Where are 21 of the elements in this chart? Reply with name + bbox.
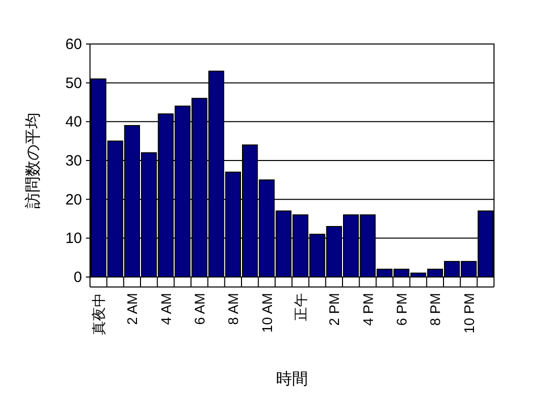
y-tick-label: 60 (65, 36, 82, 53)
y-axis-title: 訪問数の平均 (24, 112, 42, 208)
x-axis-title: 時間 (276, 370, 308, 388)
y-tick-label: 40 (65, 114, 82, 131)
x-tick-label: 真夜中 (90, 293, 106, 335)
y-tick-label: 30 (65, 152, 82, 170)
x-tick-label: 10 AM (258, 293, 275, 333)
x-tick-label: 4 PM (360, 293, 376, 326)
x-tick-label: 2 AM (124, 293, 140, 325)
x-tick-label: 8 AM (225, 293, 242, 325)
y-tick-label: 50 (65, 74, 82, 92)
x-tick-label: 6 AM (191, 293, 208, 325)
x-tick-label: 正午 (292, 293, 308, 321)
y-tick-label: 10 (65, 230, 82, 248)
x-tick-label: 4 AM (158, 293, 174, 325)
y-tick-label: 20 (65, 191, 82, 208)
x-tick-label: 8 PM (427, 293, 444, 326)
y-tick-label: 0 (74, 269, 82, 286)
x-tick-label: 2 PM (326, 293, 342, 326)
x-tick-label: 6 PM (393, 293, 410, 326)
x-tick-label: 10 PM (460, 293, 477, 334)
